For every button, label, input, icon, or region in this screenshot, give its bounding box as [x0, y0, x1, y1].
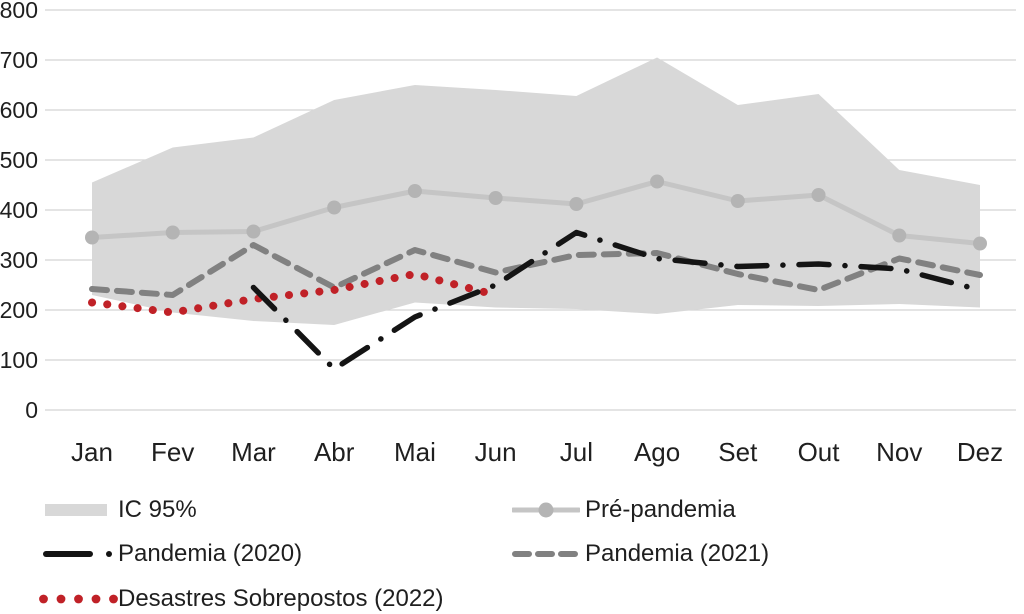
series-line-0: [89, 179, 983, 246]
legend-label-desastres-2022: Desastres Sobrepostos (2022): [118, 585, 444, 612]
legend-item-ic95: IC 95%: [45, 496, 197, 524]
pandemia-2020-dashdot-swatch: [43, 551, 112, 557]
series-marker-0: [569, 197, 584, 211]
legend-label-pandemia-2021: Pandemia (2021): [585, 540, 770, 567]
x-tick-label-nov: Nov: [876, 437, 922, 467]
y-tick-label-0: 0: [25, 397, 38, 423]
legend-item-desastres-2022: Desastres Sobrepostos (2022): [38, 585, 444, 613]
y-tick-label-100: 100: [0, 347, 38, 373]
x-tick-label-jul: Jul: [560, 437, 593, 467]
y-tick-label-500: 500: [0, 147, 38, 173]
legend-item-pre-pandemia: Pré-pandemia: [512, 496, 736, 524]
x-tick-label-mar: Mar: [231, 437, 276, 467]
series-marker-0: [892, 228, 907, 243]
x-tick-label-out: Out: [798, 437, 841, 467]
pandemia-2021-dashed-swatch: [512, 551, 578, 557]
series-line-1: [250, 229, 983, 372]
x-tick-label-abr: Abr: [314, 437, 355, 467]
line-chart-plot-area: 0 100 200 300 400 500 600 700 800 Jan Fev Mar Abr Mai…: [0, 0, 1016, 467]
series-marker-0: [246, 224, 261, 239]
ci-band-area: [92, 57, 980, 325]
ci-band-swatch: [45, 504, 107, 516]
legend-label-ic95: IC 95%: [118, 496, 197, 523]
y-tick-label-200: 200: [0, 297, 38, 323]
series-marker-0: [650, 174, 665, 189]
x-tick-label-jun: Jun: [475, 437, 517, 467]
series-marker-0: [165, 225, 180, 240]
x-tick-label-dez: Dez: [957, 437, 1003, 467]
series-marker-0: [407, 184, 422, 198]
legend-item-pandemia-2021: Pandemia (2021): [512, 540, 769, 568]
x-tick-label-jan: Jan: [71, 437, 113, 467]
series-line-3: [88, 270, 500, 317]
x-tick-label-ago: Ago: [634, 437, 680, 467]
series-marker-0: [730, 194, 745, 208]
y-tick-label-300: 300: [0, 247, 38, 273]
y-tick-label-600: 600: [0, 97, 38, 123]
y-tick-label-700: 700: [0, 47, 38, 73]
legend-label-pre-pandemia: Pré-pandemia: [585, 496, 736, 523]
y-tick-label-800: 800: [0, 0, 38, 23]
x-tick-label-set: Set: [718, 437, 758, 467]
series-marker-0: [85, 230, 99, 245]
y-tick-label-400: 400: [0, 197, 38, 223]
x-tick-label-fev: Fev: [151, 437, 194, 467]
pre-pandemia-line-swatch: [512, 502, 580, 518]
series-marker-0: [811, 188, 826, 202]
series-marker-0: [327, 200, 342, 215]
desastres-2022-dots-swatch: [39, 594, 118, 604]
x-tick-label-mai: Mai: [394, 437, 436, 467]
series-marker-0: [488, 191, 503, 205]
series-marker-0: [972, 236, 987, 251]
legend-item-pandemia-2020: Pandemia (2020): [42, 540, 302, 568]
series-line-2: [89, 242, 983, 298]
legend-label-pandemia-2020: Pandemia (2020): [118, 540, 303, 567]
